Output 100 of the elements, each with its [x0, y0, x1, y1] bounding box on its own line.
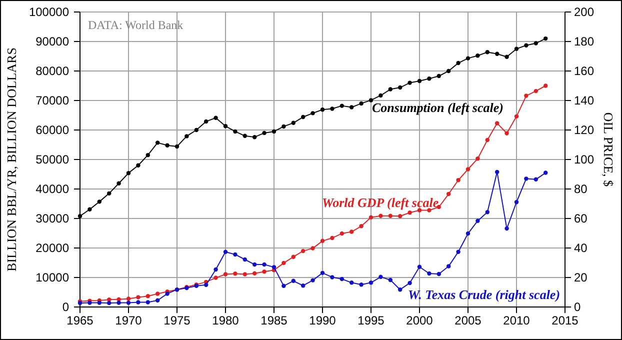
point — [534, 88, 538, 94]
point — [427, 271, 432, 276]
point — [291, 120, 296, 126]
point — [252, 134, 257, 140]
x-tick-label: 1985 — [260, 314, 288, 328]
point — [272, 129, 276, 134]
point — [485, 210, 490, 214]
y-tick-label: 0 — [62, 300, 70, 314]
point — [504, 226, 509, 231]
y2-tick-label: 140 — [574, 93, 594, 108]
point — [476, 218, 480, 223]
point — [233, 129, 238, 134]
point — [242, 257, 248, 262]
y2-tick-label: 40 — [574, 240, 588, 255]
y2-tick-label: 120 — [574, 122, 594, 137]
point — [155, 292, 160, 296]
point — [427, 208, 432, 212]
point — [204, 119, 208, 124]
point — [378, 214, 383, 218]
point — [310, 246, 315, 250]
point — [543, 36, 548, 41]
point — [359, 224, 364, 228]
point — [155, 298, 160, 302]
point — [126, 300, 131, 305]
y-tick-label: 40000 — [36, 182, 70, 196]
point — [388, 87, 393, 92]
y2-tick-label: 100 — [574, 152, 594, 166]
point — [223, 250, 228, 254]
point — [494, 52, 500, 56]
y2-axis-title: OIL PRICE, $ — [601, 112, 616, 188]
point — [456, 178, 460, 182]
x-tick-label: 1970 — [115, 314, 142, 328]
point — [242, 134, 248, 138]
point — [291, 254, 296, 259]
point — [378, 274, 383, 280]
point — [282, 260, 286, 266]
point — [136, 300, 140, 304]
point — [146, 294, 150, 298]
point — [300, 284, 306, 288]
point — [504, 54, 509, 59]
y-tick-label: 90000 — [36, 34, 70, 48]
point — [417, 264, 422, 269]
point — [242, 272, 248, 276]
point — [136, 163, 140, 168]
point — [155, 140, 160, 145]
x-tick-label: 1975 — [164, 314, 191, 328]
point — [320, 108, 325, 112]
point — [214, 116, 218, 120]
point — [282, 284, 286, 288]
point — [330, 236, 334, 240]
point — [417, 208, 422, 212]
point — [194, 128, 199, 132]
y2-tick-label: 60 — [574, 211, 588, 226]
point — [408, 210, 412, 215]
point — [252, 271, 257, 276]
point — [214, 276, 218, 280]
series-label: World GDP (left scale — [322, 195, 439, 210]
point — [466, 56, 470, 60]
y-tick-label: 60000 — [36, 122, 70, 137]
point — [97, 300, 102, 305]
point — [494, 121, 500, 126]
point — [349, 105, 354, 110]
point — [320, 238, 325, 244]
point — [291, 278, 296, 283]
point — [476, 54, 480, 58]
point — [184, 134, 189, 138]
point — [233, 252, 238, 257]
x-tick-label: 2005 — [454, 314, 482, 328]
point — [514, 114, 519, 119]
point — [116, 300, 121, 305]
point — [417, 78, 422, 84]
series-label: W. Texas Crude (right scale) — [408, 287, 560, 302]
point — [485, 50, 490, 54]
point — [116, 181, 121, 186]
point — [359, 101, 364, 106]
point — [174, 144, 180, 149]
point — [359, 282, 364, 287]
x-tick-label: 2010 — [503, 314, 530, 328]
point — [466, 231, 470, 236]
y-tick-label: 70000 — [36, 93, 70, 108]
point — [106, 191, 112, 196]
point — [310, 278, 315, 282]
point — [214, 267, 218, 272]
y-axis-title: BILLION BBL/YR, BILLION DOLLARS — [4, 48, 19, 272]
point — [408, 80, 412, 85]
point — [97, 200, 102, 204]
point — [543, 84, 548, 88]
point — [78, 214, 82, 218]
point — [349, 280, 354, 285]
point — [282, 124, 286, 129]
y2-tick-label: 180 — [574, 34, 594, 48]
x-tick-label: 2000 — [406, 314, 434, 328]
x-tick-label: 1965 — [66, 314, 94, 328]
point — [223, 124, 228, 128]
point — [262, 269, 266, 274]
point — [252, 262, 257, 267]
point — [378, 93, 383, 98]
point — [88, 207, 92, 212]
point — [446, 68, 451, 74]
point — [514, 46, 519, 51]
